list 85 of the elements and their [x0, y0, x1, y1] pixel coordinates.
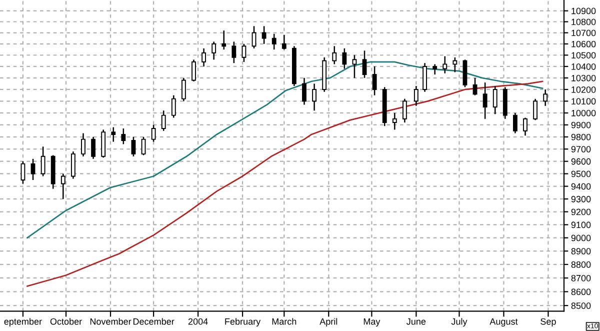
candlestick: [452, 56, 458, 73]
y-tick-label: 9300: [571, 196, 591, 202]
y-tick-label: 10100: [572, 98, 596, 105]
candlestick: [222, 30, 226, 50]
y-tick-label: 8800: [571, 261, 591, 268]
candlestick: [372, 66, 377, 96]
candlestick: [111, 126, 116, 142]
x-tick-label: October: [50, 318, 82, 325]
candlestick: [131, 136, 136, 158]
candlestick: [20, 160, 26, 184]
candlestick: [392, 112, 397, 130]
candlestick: [362, 50, 367, 79]
candlestick: [232, 41, 236, 64]
x-tick-label: Sep: [540, 318, 556, 326]
x-tick-label: December: [133, 318, 174, 325]
candlestick: [312, 83, 316, 112]
x-tick-label: November: [90, 318, 132, 325]
x-tick-label: February: [225, 318, 261, 326]
candlestick: [513, 112, 518, 134]
candlestick: [352, 54, 357, 79]
candlestick: [60, 173, 66, 200]
candlestick: [192, 59, 196, 82]
candlestick: [242, 43, 246, 63]
candlestick: [472, 77, 478, 96]
candlestick: [81, 132, 86, 158]
y-tick-label: 10000: [572, 110, 596, 116]
candlestick: [161, 110, 166, 132]
y-tick-label: 8700: [571, 274, 591, 282]
candlestick: [252, 26, 256, 50]
candlestick: [543, 88, 548, 106]
candlestick: [202, 48, 206, 68]
x-tick-label: eptember: [4, 318, 42, 326]
candlestick: [523, 117, 528, 136]
y-tick-label: 8600: [571, 288, 591, 296]
candlestick: [422, 62, 427, 92]
candlestick: [121, 128, 126, 145]
x-tick-label: May: [364, 318, 380, 326]
x-tick-label: June: [406, 318, 426, 325]
y-tick-label: 9000: [571, 234, 591, 242]
candlestick: [482, 82, 488, 120]
x-tick-label: 2004: [188, 318, 208, 325]
candlestick: [151, 124, 156, 142]
x-tick-label: April: [320, 318, 338, 326]
candlestick: [402, 98, 407, 124]
y-tick-label: 10700: [572, 30, 596, 36]
candlestick: [533, 98, 538, 121]
y-tick-label: 9400: [571, 183, 591, 190]
candlestick: [432, 64, 438, 76]
y-tick-label: 9800: [571, 134, 591, 140]
candlestick: [272, 33, 276, 50]
candlestick: [171, 94, 176, 118]
y-tick-label: 9700: [571, 146, 591, 152]
candlestick: [302, 77, 306, 106]
y-tick-label: 10400: [572, 63, 596, 70]
candlestick: [342, 48, 347, 70]
candlestick: [40, 146, 46, 177]
candlestick: [70, 150, 76, 180]
y-tick-label: 9200: [571, 208, 591, 216]
candlestick: [414, 85, 418, 106]
y-tick-label: 9500: [571, 170, 591, 178]
candlestick: [492, 85, 498, 115]
candlestick: [262, 26, 266, 45]
candlestick: [141, 136, 146, 156]
x-tick-label: August: [490, 318, 518, 326]
y-tick-label: 10200: [572, 86, 596, 93]
y-tick-label: 10300: [572, 74, 596, 82]
candlestick: [181, 77, 186, 102]
line-series: [26, 80, 544, 287]
y-tick-label: 10600: [572, 40, 596, 48]
y-tick-label: 10500: [572, 52, 596, 58]
candlestick: [442, 56, 448, 74]
y-tick-label: 10800: [572, 18, 596, 26]
y-tick-label: 9600: [571, 158, 591, 165]
y-tick-label: 9900: [571, 122, 591, 128]
y-tick-label: 8500: [571, 302, 591, 309]
line-series: [26, 61, 544, 239]
x-tick-label: March: [272, 318, 296, 325]
x-tick-label: July: [451, 318, 468, 326]
y-tick-label: 9100: [571, 222, 591, 228]
candlestick: [282, 34, 286, 50]
y-tick-label: 10900: [572, 8, 596, 14]
candlestick: [91, 136, 96, 160]
y-tick-label: 8900: [571, 248, 591, 254]
candlestick: [332, 46, 337, 65]
candlestick: [212, 41, 216, 60]
